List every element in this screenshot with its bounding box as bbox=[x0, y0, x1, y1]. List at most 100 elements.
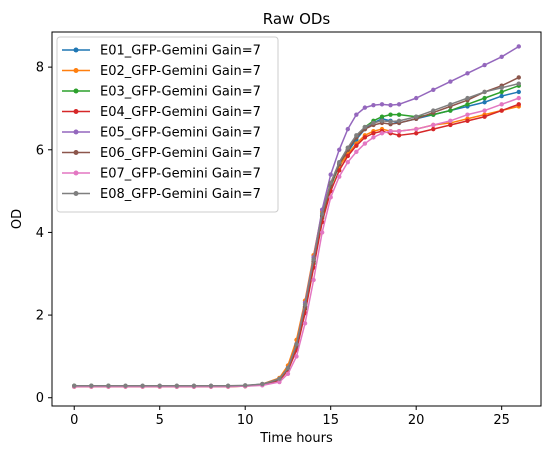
data-point bbox=[499, 89, 504, 95]
legend-marker bbox=[73, 109, 79, 114]
data-point bbox=[413, 131, 419, 136]
data-point bbox=[294, 341, 299, 347]
y-tick-label: 2 bbox=[36, 309, 44, 324]
legend-box bbox=[56, 36, 279, 213]
legend-item: E07_GFP-Gemini Gain=7 bbox=[62, 167, 261, 182]
data-point bbox=[482, 89, 487, 95]
legend: E01_GFP-Gemini Gain=7 E02_GFP-Gemini Gain… bbox=[56, 36, 279, 213]
data-point bbox=[302, 302, 308, 307]
legend-item: E04_GFP-Gemini Gain=7 bbox=[62, 105, 261, 120]
data-point bbox=[123, 383, 128, 388]
data-point bbox=[465, 112, 470, 117]
plot-frame bbox=[51, 31, 542, 407]
data-point bbox=[482, 114, 487, 119]
legend-label: E06_GFP-Gemini Gain=7 bbox=[100, 146, 261, 161]
legend-label: E03_GFP-Gemini Gain=7 bbox=[100, 85, 261, 100]
data-point bbox=[413, 95, 419, 101]
data-point bbox=[311, 277, 316, 283]
data-point bbox=[354, 149, 359, 155]
legend-label: E04_GFP-Gemini Gain=7 bbox=[100, 105, 261, 120]
legend-marker bbox=[73, 170, 79, 176]
data-point bbox=[379, 102, 385, 107]
legend-item: E06_GFP-Gemini Gain=7 bbox=[62, 146, 261, 161]
data-point bbox=[388, 119, 393, 124]
data-point bbox=[431, 87, 436, 93]
x-tick-label: 0 bbox=[70, 413, 78, 428]
data-point bbox=[465, 102, 470, 107]
legend-label: E08_GFP-Gemini Gain=7 bbox=[100, 187, 261, 202]
data-point bbox=[465, 95, 470, 101]
data-point bbox=[362, 141, 368, 146]
data-point bbox=[499, 108, 504, 113]
legend-item: E01_GFP-Gemini Gain=7 bbox=[62, 44, 261, 59]
data-point bbox=[362, 105, 368, 110]
data-point bbox=[362, 135, 368, 140]
legend-marker bbox=[73, 129, 79, 135]
legend-item: E08_GFP-Gemini Gain=7 bbox=[62, 187, 261, 202]
y-tick-label: 0 bbox=[36, 391, 44, 406]
data-point bbox=[448, 102, 453, 107]
legend-label: E02_GFP-Gemini Gain=7 bbox=[100, 64, 261, 79]
data-point bbox=[379, 131, 385, 136]
data-point bbox=[413, 126, 419, 132]
data-point bbox=[277, 379, 282, 385]
legend-label: E07_GFP-Gemini Gain=7 bbox=[100, 167, 261, 182]
data-point bbox=[448, 108, 453, 113]
series-line bbox=[74, 82, 519, 387]
data-point bbox=[106, 383, 111, 388]
legend-item: E03_GFP-Gemini Gain=7 bbox=[62, 85, 261, 100]
data-point bbox=[345, 153, 350, 159]
x-tick-label: 15 bbox=[322, 413, 339, 428]
data-point bbox=[191, 383, 197, 388]
data-point bbox=[396, 118, 402, 124]
data-point bbox=[516, 81, 521, 86]
data-point bbox=[516, 89, 521, 95]
data-point bbox=[302, 321, 308, 326]
data-point bbox=[448, 79, 453, 84]
data-point bbox=[482, 108, 487, 113]
x-tick-label: 10 bbox=[237, 413, 254, 428]
series-layer bbox=[72, 44, 521, 389]
data-point bbox=[516, 44, 521, 49]
data-point bbox=[448, 122, 453, 128]
legend-marker bbox=[73, 150, 79, 155]
y-tick-label: 4 bbox=[36, 226, 44, 241]
data-point bbox=[465, 71, 470, 76]
data-point bbox=[499, 54, 504, 59]
data-point bbox=[345, 145, 350, 150]
x-axis: 0 5 10 15 20 25 bbox=[70, 406, 510, 428]
data-point bbox=[396, 133, 402, 138]
data-point bbox=[482, 95, 487, 101]
data-point bbox=[243, 383, 248, 388]
data-point bbox=[285, 371, 291, 376]
data-point bbox=[516, 102, 521, 107]
data-point bbox=[140, 383, 145, 388]
data-point bbox=[345, 159, 350, 165]
data-point bbox=[337, 168, 342, 173]
data-point bbox=[319, 230, 325, 235]
data-point bbox=[328, 180, 333, 186]
data-point bbox=[371, 120, 376, 126]
data-point bbox=[448, 118, 453, 124]
data-point bbox=[174, 383, 180, 388]
data-point bbox=[431, 122, 436, 128]
legend-marker bbox=[73, 68, 79, 73]
series-8 bbox=[72, 81, 521, 388]
data-point bbox=[337, 174, 342, 179]
chart-title: Raw ODs bbox=[263, 10, 331, 28]
data-point bbox=[396, 102, 402, 107]
data-point bbox=[89, 383, 94, 388]
data-point bbox=[337, 159, 342, 165]
legend-marker bbox=[73, 47, 79, 53]
data-point bbox=[379, 114, 385, 119]
data-point bbox=[319, 211, 325, 217]
data-point bbox=[345, 126, 350, 132]
data-point bbox=[72, 383, 77, 388]
data-point bbox=[482, 100, 487, 105]
data-point bbox=[208, 383, 214, 388]
data-point bbox=[388, 128, 393, 134]
x-tick-label: 5 bbox=[156, 413, 164, 428]
data-point bbox=[371, 135, 376, 140]
data-point bbox=[328, 172, 333, 177]
